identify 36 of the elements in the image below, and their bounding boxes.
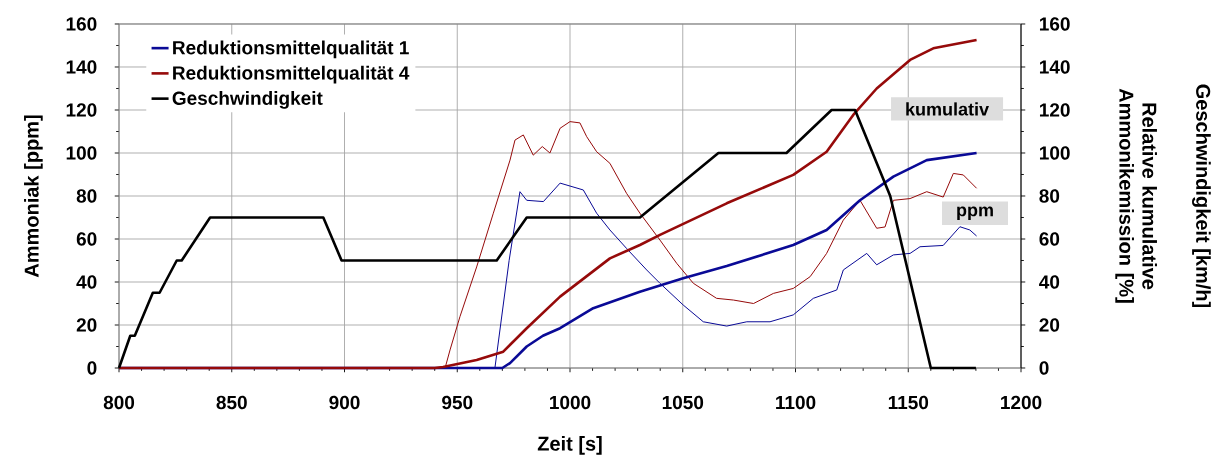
x-tick-label: 1150	[888, 395, 929, 410]
y2-tick-label: 140	[1039, 60, 1070, 74]
x-tick-label: 800	[103, 395, 135, 410]
y2-axis-title: Relative kumulative Ammonikemission [%]	[1115, 88, 1157, 303]
y2-tick-label: 40	[1039, 275, 1060, 289]
x-tick-label: 950	[442, 395, 473, 410]
y-tick-label: 0	[87, 361, 97, 375]
y3-axis-title: Geschwindigkeit [km/h]	[1192, 84, 1211, 308]
annotation: ppm	[957, 206, 993, 220]
y-tick-label: 60	[76, 232, 97, 246]
y2-tick-label: 80	[1039, 189, 1060, 203]
x-tick-label: 850	[216, 395, 247, 410]
legend-label: Geschwindigkeit	[172, 91, 323, 109]
y-axis-title: Ammoniak [ppm]	[24, 115, 43, 278]
x-tick-label: 1050	[662, 395, 704, 410]
y2-tick-label: 20	[1039, 318, 1060, 332]
y-tick-label: 80	[76, 189, 97, 203]
y2-tick-label: 160	[1039, 17, 1070, 31]
y2-tick-label: 60	[1039, 232, 1060, 246]
y-tick-label: 20	[76, 318, 97, 332]
y-tick-label: 40	[76, 275, 97, 289]
y2-tick-label: 100	[1039, 146, 1070, 160]
y-tick-label: 140	[66, 60, 97, 74]
y2-tick-label: 0	[1039, 361, 1049, 375]
y-tick-label: 160	[66, 17, 97, 31]
x-tick-label: 900	[329, 395, 360, 410]
y-tick-label: 120	[66, 103, 97, 117]
x-tick-label: 1100	[776, 395, 816, 410]
y2-tick-label: 120	[1039, 103, 1070, 117]
legend-label: Reduktionsmittelqualität 1	[173, 40, 409, 59]
y-tick-label: 100	[66, 146, 97, 160]
x-tick-label: 1000	[550, 395, 591, 410]
annotation: kumulativ	[906, 102, 989, 116]
x-axis-title: Zeit [s]	[537, 436, 602, 455]
x-tick-label: 1200	[1001, 395, 1042, 410]
legend-label: Reduktionsmittelqualität 4	[173, 65, 410, 84]
